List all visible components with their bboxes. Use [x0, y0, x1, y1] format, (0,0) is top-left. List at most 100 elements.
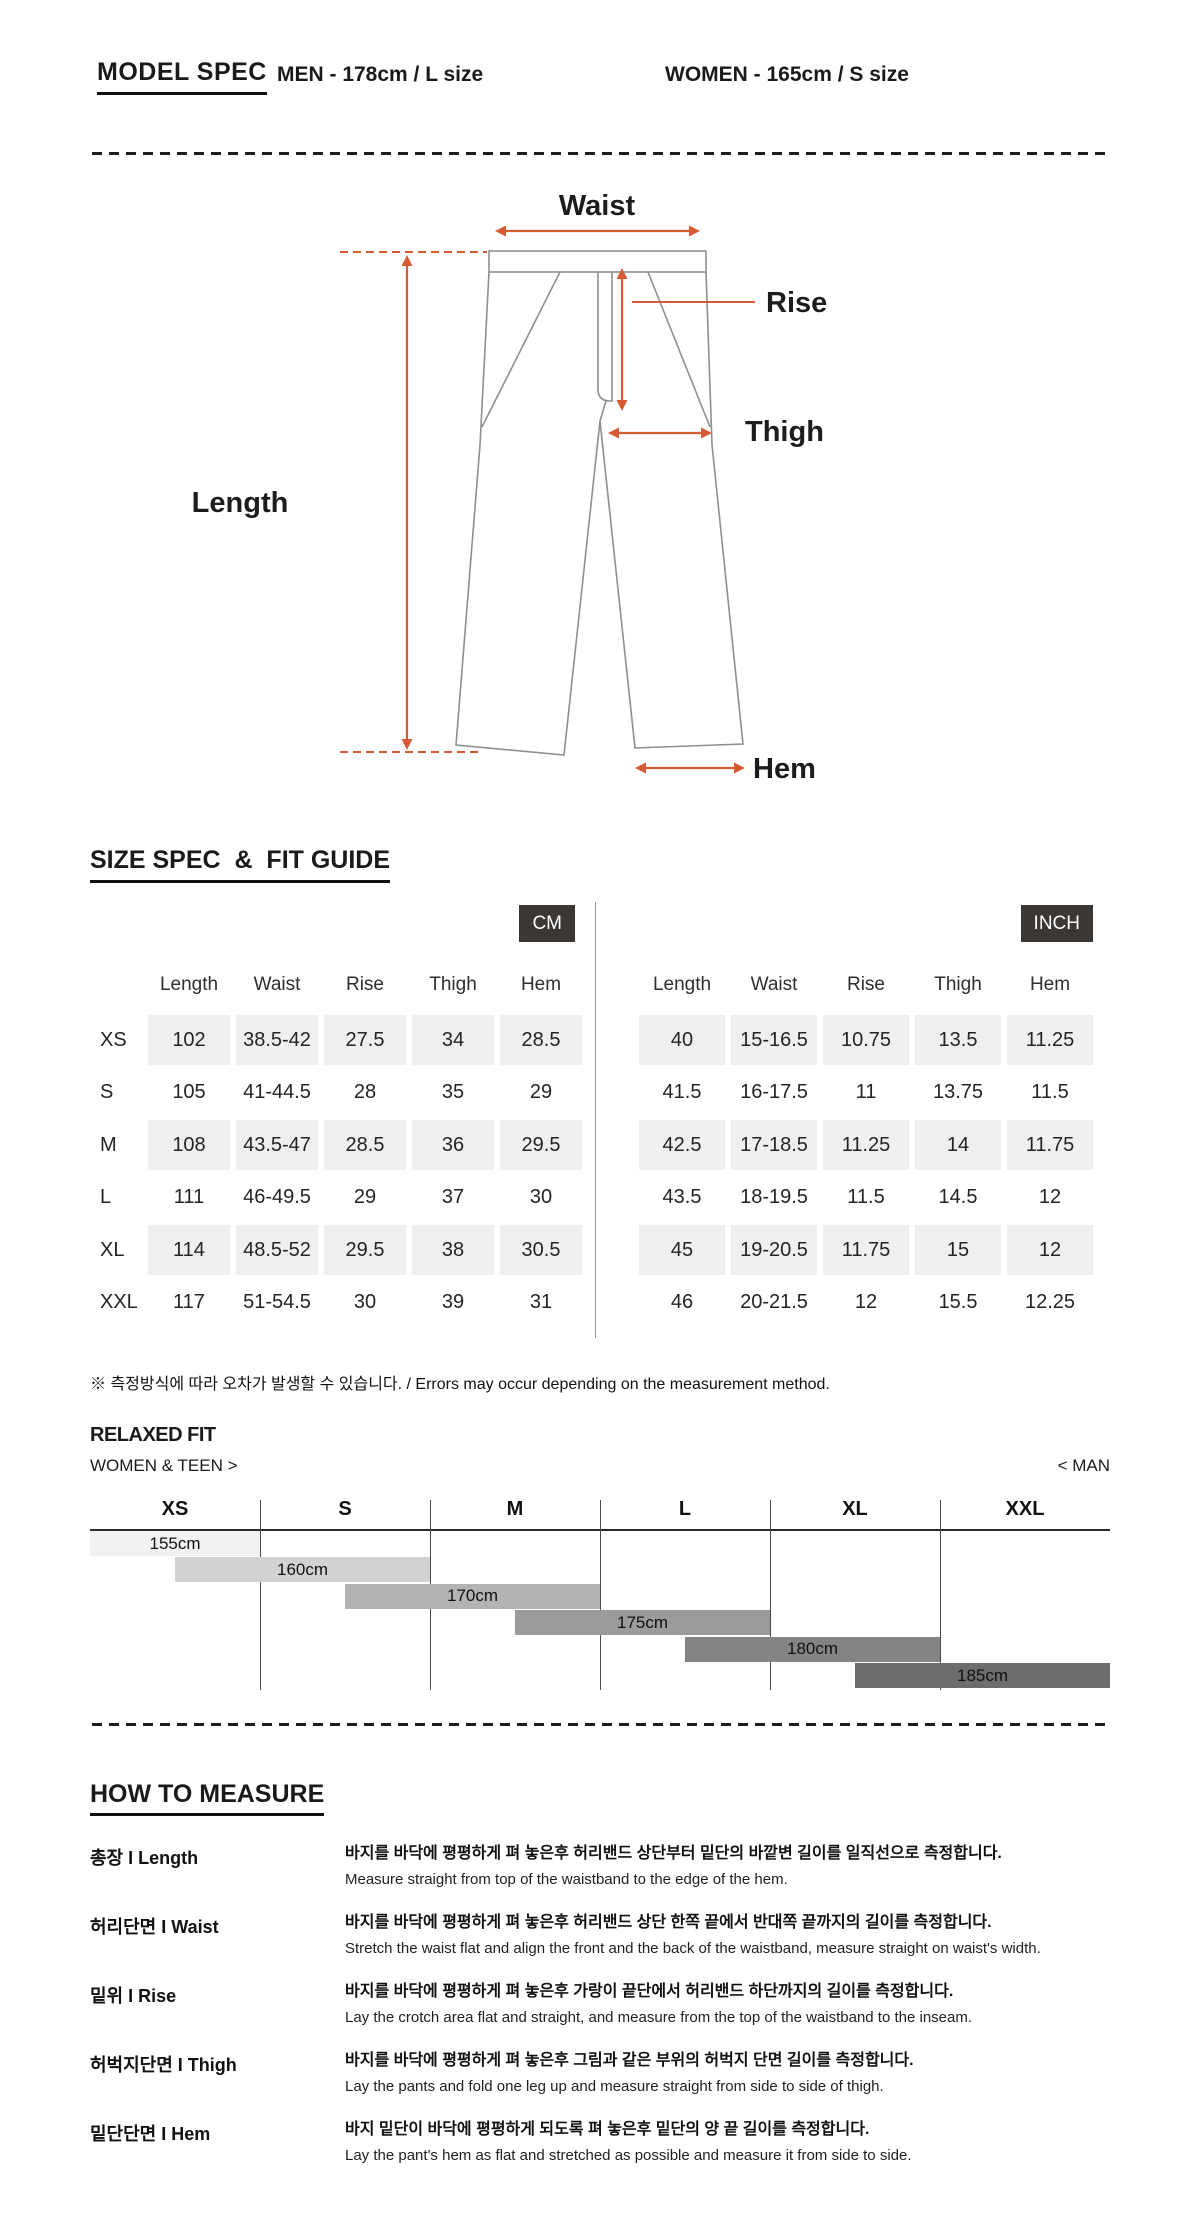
fit-bar: 155cm [90, 1531, 260, 1556]
table-cell: 15 [915, 1225, 1001, 1275]
table-cell: 11.5 [847, 1186, 885, 1208]
fit-man-label: < MAN [1057, 1456, 1110, 1475]
table-row: 43.5 18-19.5 11.5 14.5 12 [636, 1172, 1096, 1224]
table-row: 42.5 17-18.5 11.25 14 11.75 [636, 1119, 1096, 1171]
table-cell: 30 [529, 1186, 553, 1208]
table-cell: 43.5-47 [236, 1120, 318, 1170]
measurement-note: ※ 측정방식에 따라 오차가 발생할 수 있습니다. / Errors may … [90, 1376, 830, 1393]
fit-bar: 170cm [345, 1583, 600, 1609]
model-spec-title: MODEL SPEC [97, 58, 267, 95]
thigh-label: Thigh [745, 416, 824, 448]
chart-gridline [600, 1500, 601, 1690]
column-header: Hem [520, 974, 562, 995]
column-header: Length [159, 974, 219, 995]
table-row: M 108 43.5-47 28.5 36 29.5 [90, 1119, 585, 1171]
table-cell: 12 [1007, 1225, 1093, 1275]
chart-gridline [770, 1500, 771, 1690]
measure-label: 허리단면 I Waist [90, 1917, 219, 1937]
table-cell: 20-21.5 [740, 1291, 808, 1313]
table-cell: 51-54.5 [243, 1291, 311, 1313]
table-cell: 11.25 [823, 1120, 909, 1170]
table-cell: 18-19.5 [740, 1186, 808, 1208]
table-row: 45 19-20.5 11.75 15 12 [636, 1224, 1096, 1276]
table-cell: 41-44.5 [243, 1081, 311, 1103]
table-cell: 108 [148, 1120, 230, 1170]
table-cell: 39 [441, 1291, 465, 1313]
measurement-arrows [340, 225, 755, 774]
table-cell: 38 [412, 1225, 494, 1275]
fit-guide-chart: XS S M L XL XXL 155cm 160cm 170cm 175cm 180cm 185cm [90, 1496, 1110, 1696]
length-label: Length [192, 487, 289, 519]
size-label: L [100, 1186, 112, 1208]
table-row: S 105 41-44.5 28 35 29 [90, 1067, 585, 1119]
table-cell: 34 [412, 1015, 494, 1065]
fit-bar-label: 180cm [786, 1639, 839, 1659]
table-cell: 29.5 [500, 1120, 582, 1170]
measure-desc: 바지를 바닥에 평평하게 펴 놓은후 가랑이 끝단에서 허리밴드 하단까지의 길… [345, 1982, 1110, 2027]
size-column-label: M [506, 1497, 524, 1520]
size-spec-title: SIZE SPEC & FIT GUIDE [90, 846, 391, 883]
table-row: 41.5 16-17.5 11 13.75 11.5 [636, 1067, 1096, 1119]
measure-desc-en: Measure straight from top of the waistba… [345, 1871, 788, 1888]
fit-bar: 185cm [855, 1663, 1110, 1688]
table-cell: 36 [412, 1120, 494, 1170]
column-header: Thigh [934, 974, 982, 995]
table-cell: 12 [854, 1291, 878, 1313]
table-cell: 27.5 [324, 1015, 406, 1065]
dashed-divider-bottom [92, 1723, 1110, 1726]
size-column-label: S [338, 1497, 352, 1520]
measure-desc: 바지 밑단이 바닥에 평평하게 되도록 펴 놓은후 밑단의 양 끝 길이를 측정… [345, 2120, 1110, 2165]
cm-table-header: Length Waist Rise Thigh Hem [90, 970, 585, 1000]
table-cell: 37 [441, 1186, 465, 1208]
table-row: 46 20-21.5 12 15.5 12.25 [636, 1277, 1096, 1329]
measure-desc: 바지를 바닥에 평평하게 펴 놓은후 허리밴드 상단 한쪽 끝에서 반대쪽 끝까… [345, 1913, 1110, 1958]
fit-bar-label: 160cm [276, 1559, 329, 1579]
measure-desc: 바지를 바닥에 평평하게 펴 놓은후 허리밴드 상단부터 밑단의 바깥변 길이를… [345, 1844, 1110, 1889]
size-tables: CM Length Waist Rise Thigh Hem XS 102 38.5-42 2… [90, 900, 1110, 1345]
fit-bar-label: 175cm [616, 1612, 669, 1632]
table-cell: 13.5 [915, 1015, 1001, 1065]
fly-line [597, 272, 613, 402]
waist-label: Waist [559, 190, 636, 222]
size-column-label: XS [161, 1497, 189, 1520]
size-label: S [100, 1081, 114, 1103]
table-row: 40 15-16.5 10.75 13.5 11.25 [636, 1014, 1096, 1066]
table-cell: 28 [353, 1081, 377, 1103]
size-label: M [100, 1133, 117, 1156]
model-spec-women: WOMEN - 165cm / S size [665, 63, 909, 86]
measure-desc-en: Lay the crotch area flat and straight, a… [345, 2009, 973, 2026]
column-header: Hem [1029, 974, 1071, 995]
table-cell: 41.5 [662, 1081, 702, 1103]
fit-bar: 175cm [515, 1610, 770, 1636]
table-cell: 46 [670, 1291, 694, 1313]
rise-label: Rise [766, 287, 827, 319]
measure-desc-en: Lay the pant's hem as flat and stretched… [345, 2147, 912, 2164]
table-cell: 105 [172, 1081, 206, 1103]
table-row: XS 102 38.5-42 27.5 34 28.5 [90, 1014, 585, 1066]
table-cell: 31 [529, 1291, 553, 1313]
fit-bar-label: 155cm [149, 1533, 201, 1553]
table-cell: 29 [529, 1081, 553, 1103]
table-cell: 29.5 [324, 1225, 406, 1275]
right-pocket-line [647, 271, 711, 428]
dashed-divider-top [92, 152, 1110, 155]
how-to-measure-title: HOW TO MEASURE [90, 1780, 325, 1816]
table-cell: 111 [173, 1186, 205, 1208]
measure-desc-ko: 바지를 바닥에 평평하게 펴 놓은후 허리밴드 상단 한쪽 끝에서 반대쪽 끝까… [345, 1914, 992, 1931]
cm-unit-badge: CM [519, 905, 575, 942]
table-cell: 17-18.5 [731, 1120, 817, 1170]
table-cell: 11.75 [823, 1225, 909, 1275]
size-column-label: L [678, 1497, 692, 1520]
measure-desc-ko: 바지 밑단이 바닥에 평평하게 되도록 펴 놓은후 밑단의 양 끝 길이를 측정… [345, 2121, 870, 2138]
measure-desc: 바지를 바닥에 평평하게 펴 놓은후 그림과 같은 부위의 허벅지 단면 길이를… [345, 2051, 1110, 2096]
relaxed-fit-title: RELAXED FIT [90, 1424, 216, 1446]
measure-label: 허벅지단면 I Thigh [90, 2055, 237, 2075]
table-cell: 15.5 [938, 1291, 978, 1313]
pants-measurement-diagram: Waist Rise Thigh Length Hem [90, 165, 1110, 825]
table-cell: 15-16.5 [731, 1015, 817, 1065]
column-header: Waist [253, 974, 301, 995]
table-row: XXL 117 51-54.5 30 39 31 [90, 1277, 585, 1329]
table-cell: 117 [173, 1291, 205, 1313]
column-header: Thigh [429, 974, 477, 995]
